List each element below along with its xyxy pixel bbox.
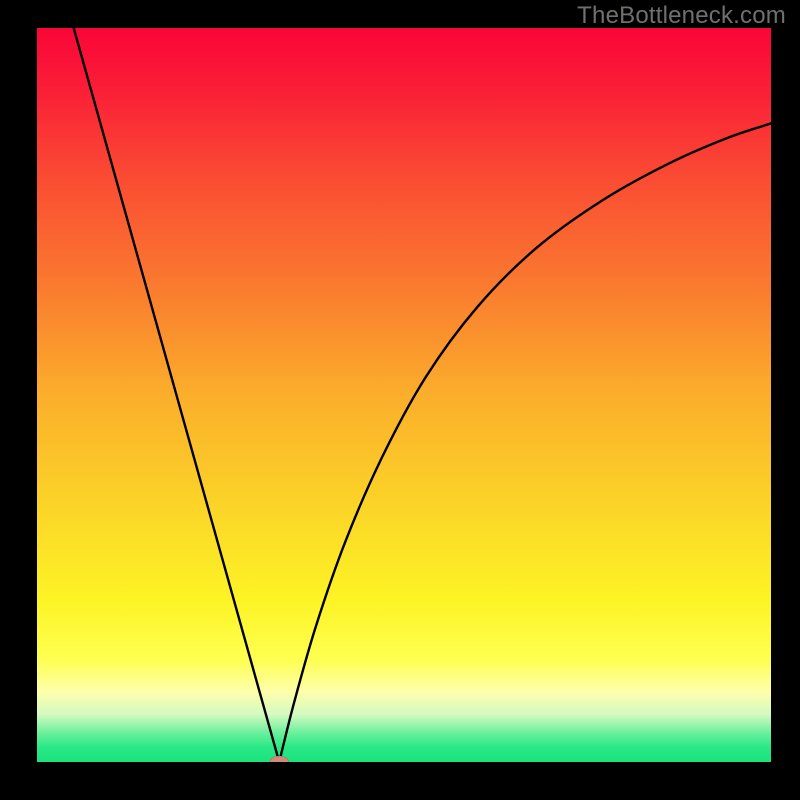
bottleneck-chart — [0, 0, 800, 800]
plot-background — [37, 28, 771, 762]
chart-container: TheBottleneck.com — [0, 0, 800, 800]
